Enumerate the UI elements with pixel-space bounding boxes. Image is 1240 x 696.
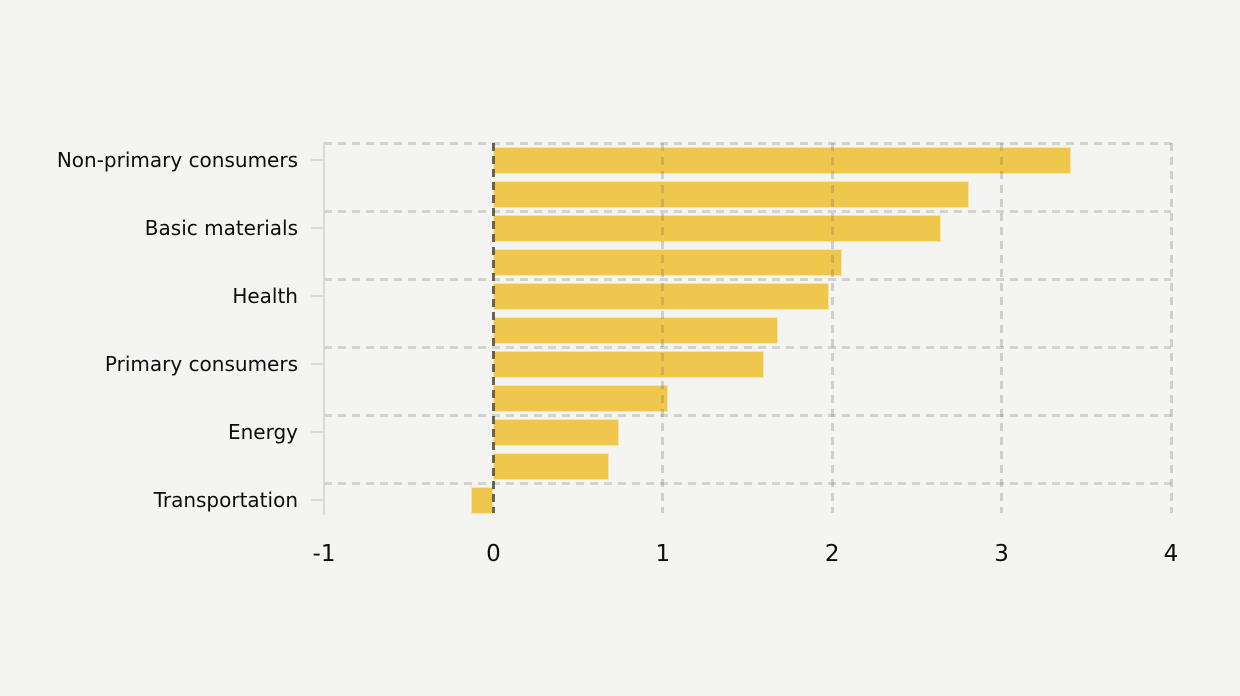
v-gridline xyxy=(1000,143,1004,513)
bar xyxy=(493,282,829,310)
bar xyxy=(493,146,1072,174)
y-tick-label: Health xyxy=(232,284,298,308)
bar xyxy=(493,316,778,344)
y-tick xyxy=(311,363,323,365)
y-tick-label: Primary consumers xyxy=(104,352,298,376)
bar xyxy=(493,350,765,378)
y-tick-label: Basic materials xyxy=(144,216,298,240)
h-gridline xyxy=(324,141,1171,145)
bar xyxy=(493,214,941,242)
y-tick xyxy=(311,431,323,433)
v-gridline xyxy=(661,143,665,513)
v-gridline xyxy=(830,143,834,513)
y-tick xyxy=(311,295,323,297)
x-tick-label: 0 xyxy=(486,541,501,567)
h-gridline xyxy=(324,345,1171,349)
h-gridline xyxy=(324,413,1171,417)
bar xyxy=(471,486,494,514)
x-tick-label: 2 xyxy=(824,541,840,567)
x-tick-label: -1 xyxy=(312,541,336,567)
bar xyxy=(493,180,970,208)
y-tick-label: Non-primary consumers xyxy=(56,148,298,172)
h-gridline xyxy=(324,481,1171,485)
y-tick-label: Transportation xyxy=(153,488,298,512)
y-tick xyxy=(311,159,323,161)
bar xyxy=(493,452,609,480)
bar xyxy=(493,418,619,446)
x-tick-label: 1 xyxy=(655,541,671,567)
h-gridline xyxy=(324,209,1171,213)
y-tick xyxy=(311,227,323,229)
x-tick-label: 4 xyxy=(1163,541,1179,567)
y-tick-label: Energy xyxy=(227,420,298,444)
h-gridline xyxy=(324,277,1171,281)
bar xyxy=(493,384,668,412)
zero-line xyxy=(491,143,495,513)
bar xyxy=(493,248,843,276)
v-gridline xyxy=(1169,143,1173,513)
y-tick xyxy=(311,499,323,501)
x-tick-label: 3 xyxy=(994,541,1009,567)
y-axis-spine xyxy=(323,143,325,515)
